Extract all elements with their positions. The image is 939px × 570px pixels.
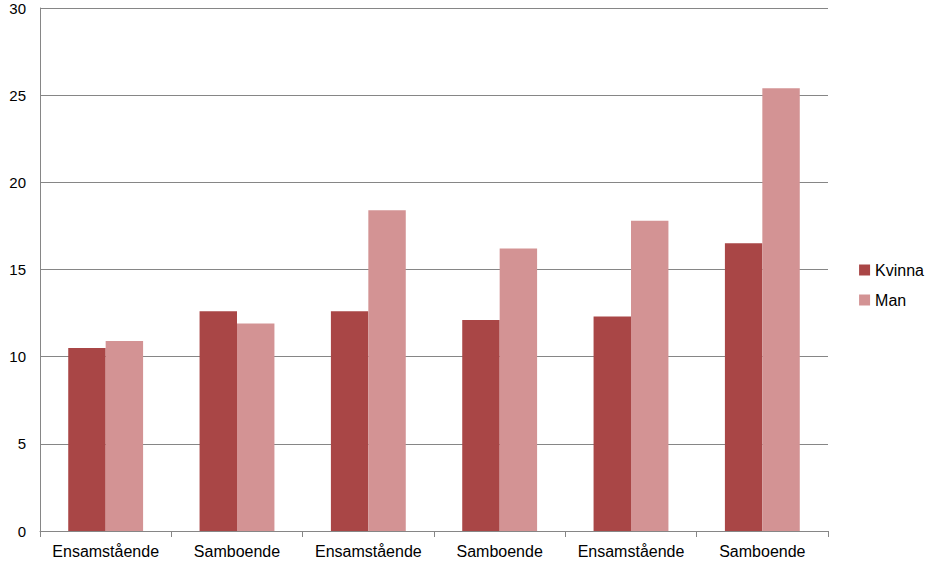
svg-text:10: 10 <box>9 348 26 365</box>
svg-text:Ensamstående: Ensamstående <box>578 543 685 560</box>
svg-text:Samboende: Samboende <box>719 543 805 560</box>
svg-text:25: 25 <box>9 87 26 104</box>
svg-text:Man: Man <box>875 292 906 309</box>
svg-text:Ensamstående: Ensamstående <box>315 543 422 560</box>
svg-text:Samboende: Samboende <box>457 543 543 560</box>
svg-text:Ensamstående: Ensamstående <box>52 543 159 560</box>
svg-text:20: 20 <box>9 174 26 191</box>
svg-text:15: 15 <box>9 261 26 278</box>
svg-text:0: 0 <box>18 523 26 540</box>
svg-text:Kvinna: Kvinna <box>875 262 924 279</box>
svg-text:30: 30 <box>9 0 26 17</box>
svg-text:Samboende: Samboende <box>194 543 280 560</box>
svg-text:5: 5 <box>18 435 26 452</box>
